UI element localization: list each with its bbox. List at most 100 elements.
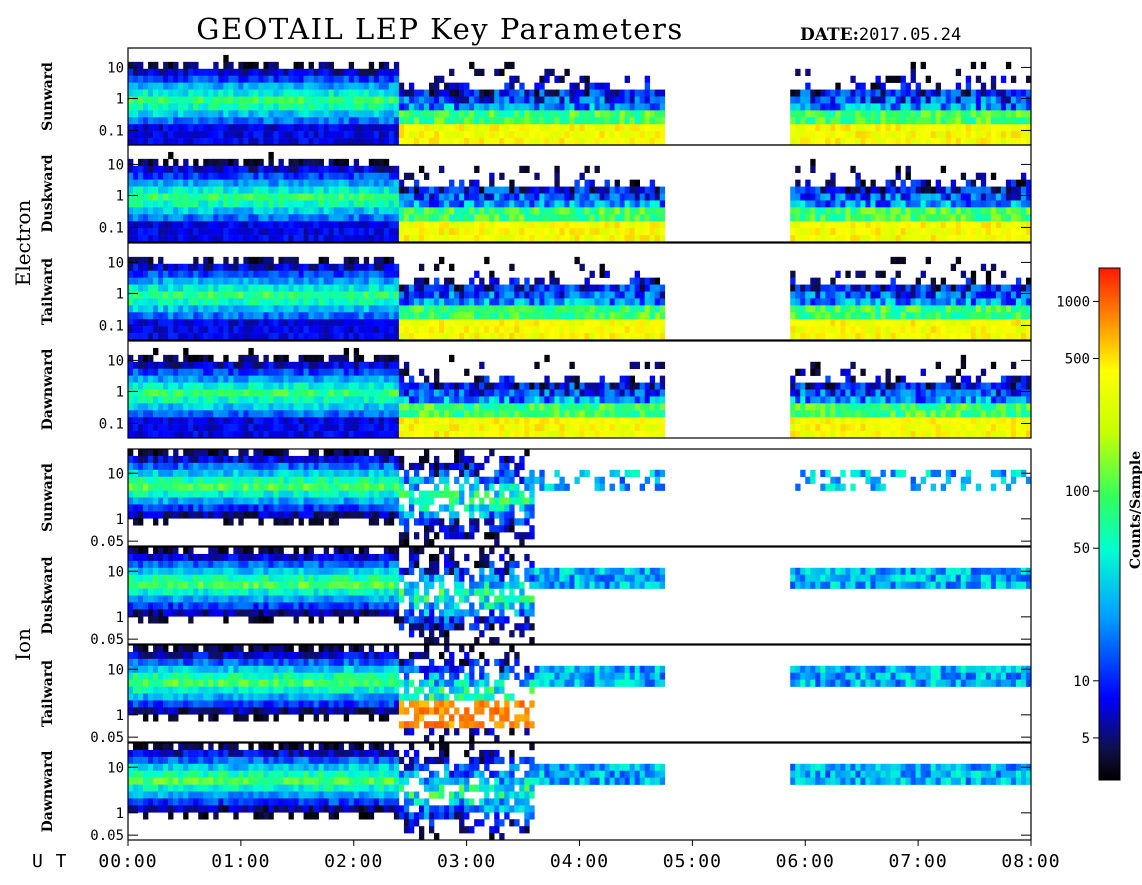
spectrogram-cell (790, 278, 795, 285)
spectrogram-cell (574, 187, 579, 194)
spectrogram-cell (494, 214, 499, 221)
spectrogram-cell (549, 194, 554, 201)
spectrogram-cell (163, 333, 168, 340)
spectrogram-cell (193, 376, 198, 383)
spectrogram-cell (133, 138, 138, 145)
spectrogram-cell (484, 221, 489, 228)
spectrogram-cell (213, 180, 218, 187)
spectrogram-cell (228, 221, 233, 228)
spectrogram-cell (359, 278, 364, 285)
spectrogram-cell (544, 228, 549, 235)
spectrogram-cell (299, 298, 304, 305)
spectrogram-cell (574, 200, 579, 207)
spectrogram-cell (329, 221, 334, 228)
spectrogram-cell (996, 292, 1001, 299)
spectrogram-cell (580, 110, 585, 117)
spectrogram-cell (193, 83, 198, 90)
spectrogram-cell (223, 362, 228, 369)
spectrogram-cell (429, 326, 434, 333)
spectrogram-cell (444, 292, 449, 299)
spectrogram-cell (153, 173, 158, 180)
spectrogram-cell (178, 97, 183, 104)
spectrogram-cell (640, 110, 645, 117)
spectrogram-cell (916, 187, 921, 194)
spectrogram-cell (444, 117, 449, 124)
spectrogram-cell (1006, 138, 1011, 145)
spectrogram-cell (389, 200, 394, 207)
spectrogram-cell (168, 410, 173, 417)
spectrogram-cell (449, 83, 454, 90)
spectrogram-cell (921, 138, 926, 145)
spectrogram-cell (299, 264, 304, 271)
spectrogram-cell (419, 103, 424, 110)
spectrogram-cell (976, 173, 981, 180)
spectrogram-cell (233, 166, 238, 173)
spectrogram-cell (860, 131, 865, 138)
spectrogram-cell (529, 110, 534, 117)
spectrogram-cell (173, 431, 178, 438)
spectrogram-cell (1001, 235, 1006, 242)
spectrogram-cell (444, 138, 449, 145)
spectrogram-cell (203, 228, 208, 235)
spectrogram-cell (208, 369, 213, 376)
spectrogram-cell (319, 173, 324, 180)
spectrogram-cell (279, 319, 284, 326)
spectrogram-cell (941, 305, 946, 312)
spectrogram-cell (284, 383, 289, 390)
spectrogram-cell (208, 76, 213, 83)
spectrogram-cell (1021, 207, 1026, 214)
spectrogram-cell (208, 83, 213, 90)
spectrogram-cell (976, 117, 981, 124)
spectrogram-cell (635, 235, 640, 242)
spectrogram-cell (936, 194, 941, 201)
spectrogram-cell (976, 90, 981, 97)
spectrogram-cell (519, 110, 524, 117)
spectrogram-cell (409, 124, 414, 131)
spectrogram-cell (509, 333, 514, 340)
spectrogram-cell (213, 228, 218, 235)
spectrogram-cell (243, 90, 248, 97)
spectrogram-cell (865, 228, 870, 235)
spectrogram-cell (479, 194, 484, 201)
spectrogram-cell (263, 235, 268, 242)
spectrogram-cell (504, 221, 509, 228)
spectrogram-cell (600, 292, 605, 299)
spectrogram-cell (299, 76, 304, 83)
spectrogram-cell (886, 200, 891, 207)
spectrogram-cell (248, 166, 253, 173)
spectrogram-cell (263, 355, 268, 362)
spectrogram-cell (875, 333, 880, 340)
spectrogram-cell (299, 383, 304, 390)
spectrogram-cell (805, 131, 810, 138)
spectrogram-cell (349, 97, 354, 104)
spectrogram-cell (459, 124, 464, 131)
spectrogram-cell (835, 333, 840, 340)
spectrogram-cell (223, 312, 228, 319)
spectrogram-cell (820, 305, 825, 312)
spectrogram-cell (309, 221, 314, 228)
spectrogram-cell (304, 228, 309, 235)
spectrogram-cell (304, 166, 309, 173)
spectrogram-cell (359, 173, 364, 180)
spectrogram-cell (549, 207, 554, 214)
spectrogram-cell (951, 221, 956, 228)
spectrogram-cell (640, 207, 645, 214)
spectrogram-cell (389, 235, 394, 242)
spectrogram-cell (143, 235, 148, 242)
spectrogram-cell (810, 207, 815, 214)
spectrogram-cell (143, 369, 148, 376)
spectrogram-cell (966, 333, 971, 340)
spectrogram-cell (198, 228, 203, 235)
spectrogram-cell (790, 285, 795, 292)
spectrogram-cell (143, 278, 148, 285)
spectrogram-cell (605, 83, 610, 90)
spectrogram-cell (494, 305, 499, 312)
spectrogram-cell (168, 152, 173, 159)
spectrogram-cell (284, 131, 289, 138)
spectrogram-cell (835, 305, 840, 312)
spectrogram-cell (790, 214, 795, 221)
spectrogram-cell (620, 333, 625, 340)
spectrogram-cell (434, 319, 439, 326)
spectrogram-cell (850, 292, 855, 299)
spectrogram-cell (524, 90, 529, 97)
